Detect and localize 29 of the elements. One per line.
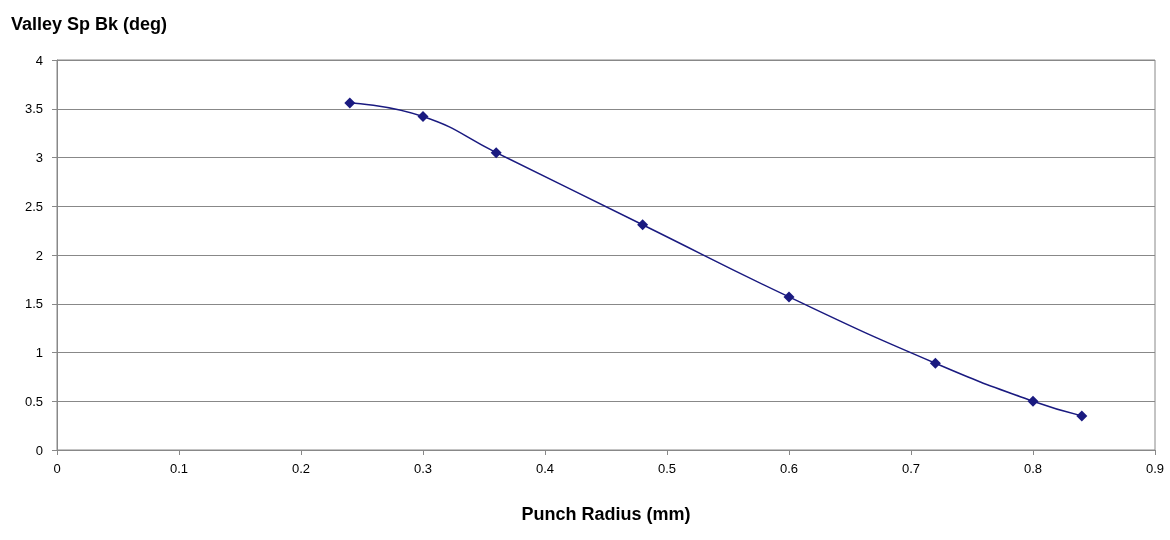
x-tick-label: 0.6 [779, 461, 799, 476]
y-tick-label: 2.5 [24, 198, 43, 214]
y-tick-label: 1 [35, 345, 43, 360]
y-tick-label: 0.5 [24, 393, 43, 409]
point [1076, 410, 1088, 422]
x-tick-label: 0.1 [169, 461, 189, 476]
point [1027, 395, 1039, 407]
y-tick-label: 2 [35, 247, 43, 263]
point [344, 97, 356, 109]
x-tick-label: 0.7 [901, 461, 921, 476]
point [783, 291, 795, 303]
x-tick-label: 0.3 [413, 461, 433, 476]
y-tick-label: 4 [35, 52, 43, 68]
point [490, 147, 502, 159]
x-tick-label: 0.4 [535, 461, 555, 476]
x-tick-label: 0.9 [1145, 461, 1165, 476]
y-tick-label: 3 [35, 150, 43, 165]
point [637, 219, 649, 231]
y-tick-label: 3.5 [24, 101, 43, 117]
y-tick-label: 0 [35, 442, 43, 458]
y-tick-label: 1.5 [24, 296, 43, 312]
x-tick-label: 0 [53, 461, 61, 476]
point [929, 357, 941, 369]
x-axis-title: Punch Radius (mm) [521, 504, 691, 524]
x-tick-label: 0.2 [291, 461, 311, 476]
point [417, 111, 429, 123]
chart-title: Valley Sp Bk (deg) [11, 14, 168, 34]
x-tick-label: 0.5 [657, 461, 677, 476]
x-tick-label: 0.8 [1023, 461, 1043, 476]
